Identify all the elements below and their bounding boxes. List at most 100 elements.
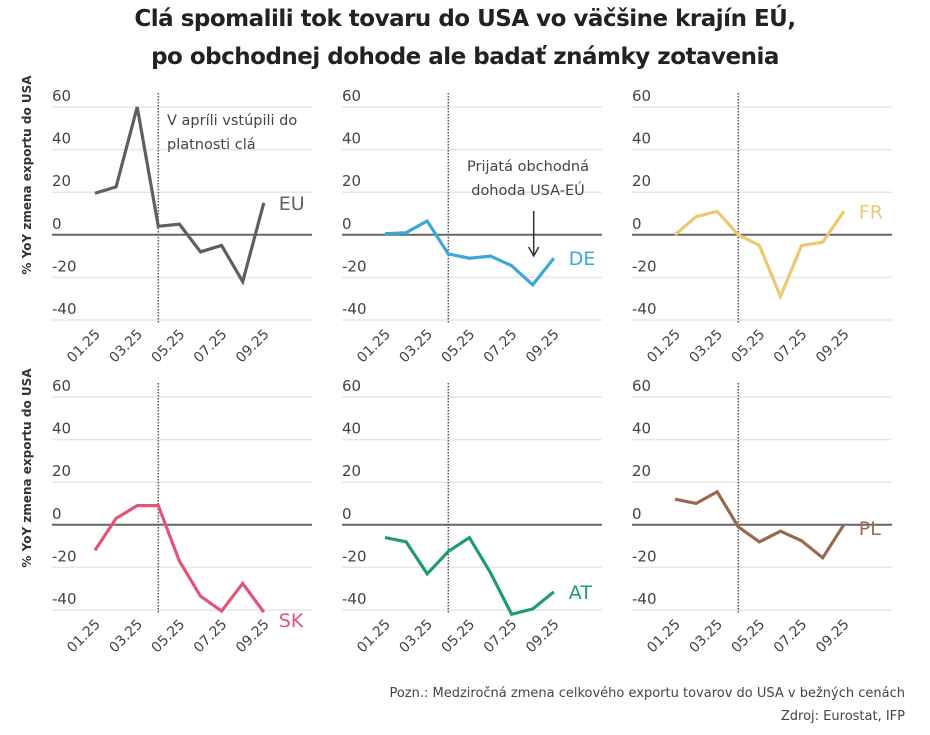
x-tick-label: 05.25 [149,617,189,657]
y-tick-label: 0 [632,505,642,523]
y-tick-label: -40 [632,300,657,318]
x-tick-label: 01.25 [354,617,394,657]
panel-at: 60 40 20 0 -20 -40 01.25 03.25 05.25 07.25 09.25 AT [330,375,620,665]
panel-eu: 60 40 20 0 -20 -40 01.25 03.25 05.25 07.25 09.25 EU… [40,85,330,375]
y-tick-label: 0 [52,215,62,233]
x-tick-label: 07.25 [481,327,521,367]
y-tick-label: 60 [342,377,361,395]
panel-svg: 60 40 20 0 -20 -40 01.25 03.25 05.25 07.25 09.25 EU… [52,87,312,367]
y-tick-label: -40 [342,300,367,318]
annotation-text: platnosti clá [167,137,256,153]
y-tick-label: 60 [632,377,651,395]
y-tick-label: -40 [52,300,77,318]
series-label: PL [859,518,881,540]
series-label: FR [859,201,883,223]
panel-pl: 60 40 20 0 -20 -40 01.25 03.25 05.25 07.25 09.25 PL [620,375,910,665]
y-tick-label: -20 [52,257,77,275]
y-tick-label: 0 [632,215,642,233]
x-tick-label: 07.25 [191,617,231,657]
x-tick-label: 03.25 [396,327,436,367]
y-tick-label: 60 [52,87,71,105]
annotation-text: V apríli vstúpili do [167,113,297,129]
panel-fr: 60 40 20 0 -20 -40 01.25 03.25 05.25 07.25 09.25 FR [620,85,910,375]
series-line-sk [93,504,266,614]
x-tick-label: 01.25 [354,327,394,367]
y-axis-label-row-2: % YoY zmena exportu do USA [20,368,34,568]
x-tick-label: 05.25 [729,327,769,367]
y-tick-label: 20 [52,172,71,190]
series-label: SK [279,610,304,632]
x-tick-label: 09.25 [523,327,563,367]
annotation-text: dohoda USA-EÚ [471,181,585,199]
x-tick-label: 03.25 [686,327,726,367]
x-tick-label: 07.25 [771,617,811,657]
y-tick-label: 0 [52,505,62,523]
panel-svg: 60 40 20 0 -20 -40 01.25 03.25 05.25 07.25 09.25 DE… [342,87,602,367]
x-tick-label: 09.25 [233,617,273,657]
y-tick-label: 20 [342,172,361,190]
series-label: EU [279,193,305,215]
y-tick-label: 60 [342,87,361,105]
chart-title-line-2: po obchodnej dohode ale badať známky zot… [151,44,779,70]
x-tick-label: 07.25 [771,327,811,367]
y-tick-label: 40 [52,130,71,148]
source: Zdroj: Eurostat, IFP [780,709,905,724]
x-tick-label: 05.25 [729,617,769,657]
x-tick-label: 03.25 [106,327,146,367]
y-tick-label: 40 [632,130,651,148]
x-tick-label: 05.25 [439,617,479,657]
series-line-eu [94,106,266,286]
panel-svg: 60 40 20 0 -20 -40 01.25 03.25 05.25 07.25 09.25 SK [52,377,312,657]
panel-svg: 60 40 20 0 -20 -40 01.25 03.25 05.25 07.25 09.25 FR [632,87,892,367]
y-tick-label: 0 [342,505,352,523]
x-tick-label: 03.25 [396,617,436,657]
y-tick-label: 20 [632,172,651,190]
series-line-de [384,218,556,288]
y-tick-label: 40 [342,130,361,148]
y-tick-label: -20 [342,547,367,565]
y-tick-label: 20 [342,462,361,480]
chart-title-line-1: Clá spomalili tok tovaru do USA vo väčši… [134,6,796,32]
y-tick-label: 20 [632,462,651,480]
footnote: Pozn.: Medziročná zmena celkového export… [389,686,905,701]
series-label: DE [569,248,596,270]
x-tick-label: 01.25 [644,327,684,367]
y-tick-label: 40 [52,420,71,438]
y-tick-label: -40 [632,590,657,608]
x-tick-label: 05.25 [439,327,479,367]
series-line-fr [673,209,846,301]
x-tick-label: 09.25 [813,617,853,657]
arrow-head-icon [528,246,540,258]
y-tick-label: 40 [342,420,361,438]
y-tick-label: 0 [342,215,352,233]
y-tick-label: -20 [342,257,367,275]
x-tick-label: 09.25 [233,327,273,367]
y-tick-label: 60 [52,377,71,395]
y-tick-label: -20 [632,257,657,275]
x-tick-label: 03.25 [686,617,726,657]
x-tick-label: 01.25 [64,327,104,367]
y-tick-label: -40 [52,590,77,608]
x-tick-label: 07.25 [191,327,231,367]
x-tick-label: 07.25 [481,617,521,657]
x-tick-label: 09.25 [813,327,853,367]
panel-sk: 60 40 20 0 -20 -40 01.25 03.25 05.25 07.25 09.25 SK [40,375,330,665]
panel-svg: 60 40 20 0 -20 -40 01.25 03.25 05.25 07.25 09.25 PL [632,377,892,657]
x-tick-label: 05.25 [149,327,189,367]
y-tick-label: 40 [632,420,651,438]
annotation-text: Prijatá obchodná [467,159,589,175]
series-line-at [384,535,555,617]
x-tick-label: 01.25 [64,617,104,657]
x-tick-label: 09.25 [523,617,563,657]
y-tick-label: -40 [342,590,367,608]
series-label: AT [569,582,593,604]
y-tick-label: 60 [632,87,651,105]
panel-de: 60 40 20 0 -20 -40 01.25 03.25 05.25 07.25 09.25 DE… [330,85,620,375]
y-tick-label: -20 [632,547,657,565]
y-axis-label-row-1: % YoY zmena exportu do USA [20,75,34,275]
x-tick-label: 01.25 [644,617,684,657]
y-tick-label: -20 [52,547,77,565]
panel-svg: 60 40 20 0 -20 -40 01.25 03.25 05.25 07.25 09.25 AT [342,377,602,657]
x-tick-label: 03.25 [106,617,146,657]
